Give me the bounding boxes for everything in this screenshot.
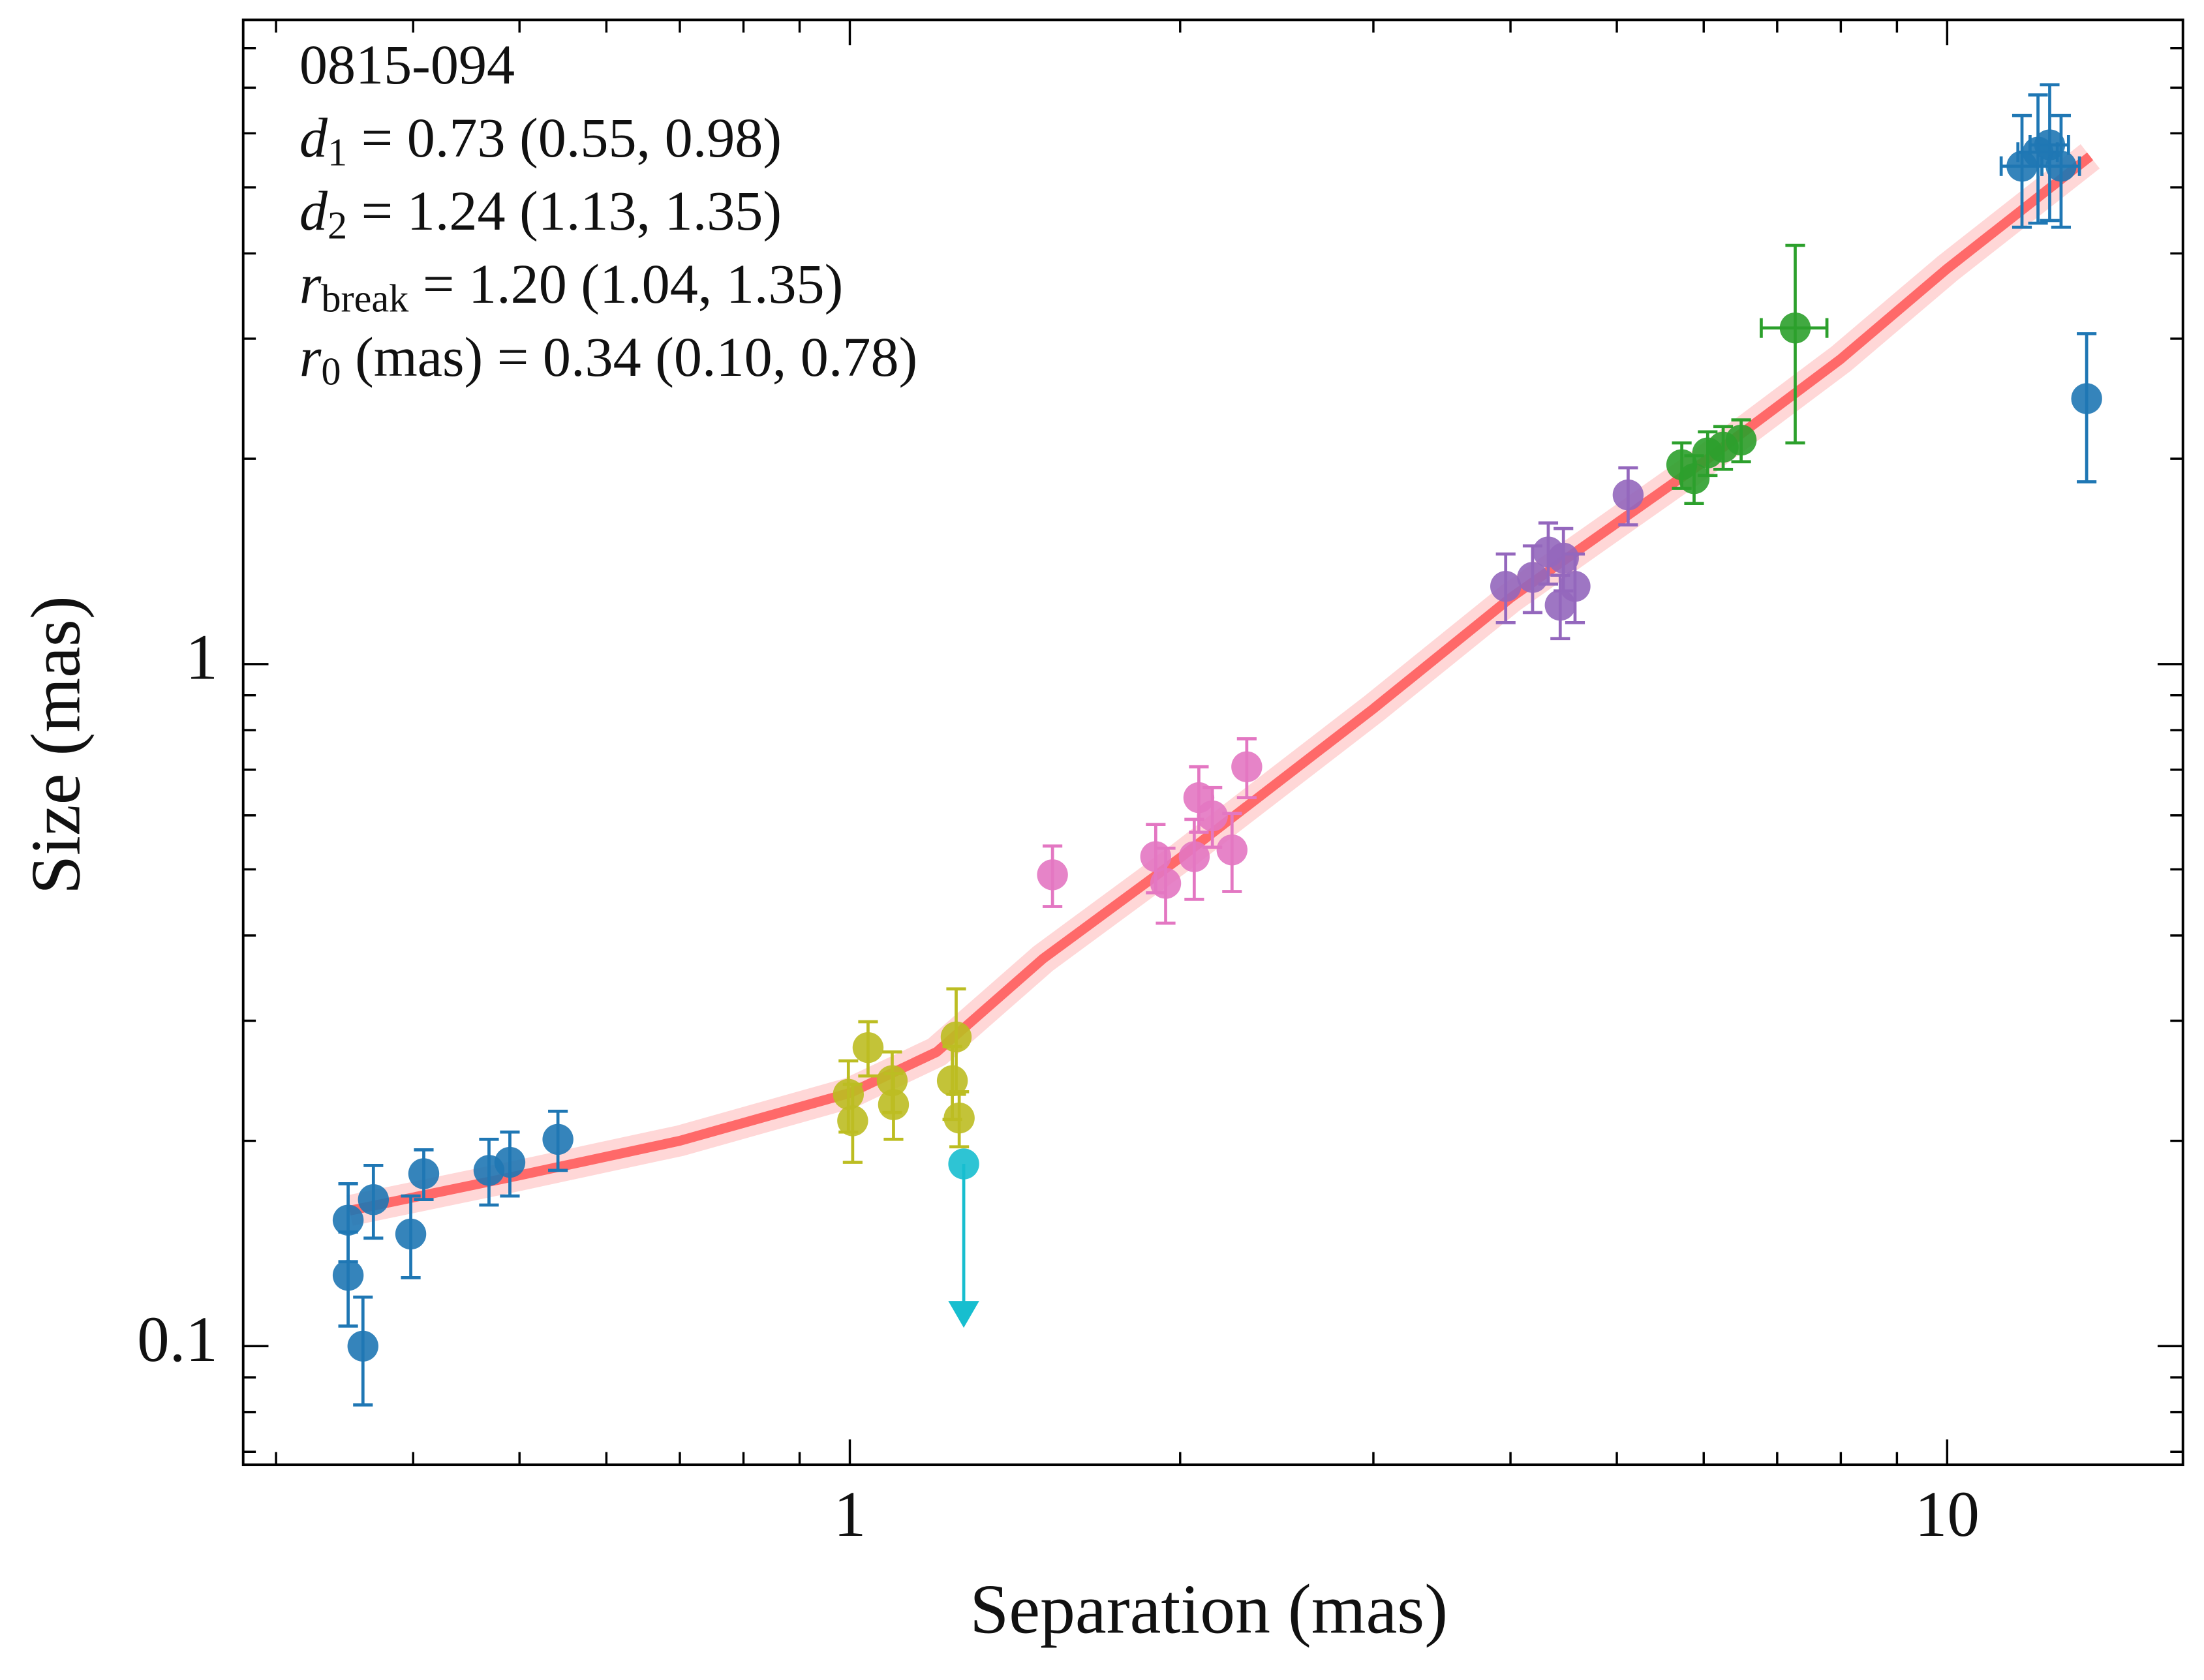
x-axis-label: Separation (mas): [970, 1570, 1448, 1648]
annotation-text: (mas) = 0.34 (0.10, 0.78): [341, 326, 918, 388]
data-point: [2071, 383, 2102, 414]
data-point: [936, 1065, 968, 1097]
data-point: [948, 1148, 979, 1180]
data-point: [852, 1031, 884, 1063]
data-point: [332, 1260, 364, 1291]
y-tick-label: 1: [185, 622, 218, 694]
data-point: [1150, 868, 1182, 899]
data-point: [542, 1123, 574, 1155]
data-point: [1490, 571, 1522, 602]
data-point: [1178, 841, 1210, 872]
data-point: [1725, 424, 1757, 456]
x-tick-label: 1: [834, 1479, 866, 1550]
data-point: [1779, 312, 1811, 344]
data-point: [878, 1089, 910, 1120]
annotation: d1 = 0.73 (0.55, 0.98): [299, 106, 782, 174]
x-tick-label: 10: [1915, 1479, 1980, 1550]
annotation-subscript: 2: [328, 204, 347, 247]
data-point: [494, 1146, 526, 1178]
data-point: [837, 1105, 868, 1137]
data-point: [833, 1078, 865, 1110]
data-point: [943, 1102, 975, 1134]
annotation-symbol: d: [299, 179, 328, 242]
annotation-text: = 0.73 (0.55, 0.98): [347, 106, 782, 169]
annotation-text: = 1.24 (1.13, 1.35): [347, 179, 782, 242]
data-point: [408, 1158, 440, 1189]
annotation-symbol: r: [299, 252, 322, 315]
annotation: d2 = 1.24 (1.13, 1.35): [299, 179, 782, 247]
data-point: [1037, 859, 1068, 891]
data-point: [395, 1218, 427, 1250]
annotation: r0 (mas) = 0.34 (0.10, 0.78): [299, 326, 917, 393]
annotation-symbol: d: [299, 106, 328, 169]
data-point: [1678, 463, 1710, 495]
data-point: [1612, 479, 1644, 511]
data-point: [1559, 571, 1591, 602]
data-point: [1197, 800, 1228, 832]
plot-frame: [241, 18, 2184, 1467]
limit-arrow: [948, 1301, 979, 1328]
data-point: [332, 1204, 364, 1236]
annotation-text: 0815-094: [299, 33, 515, 96]
data-point: [1216, 834, 1247, 866]
annotation-subscript: 0: [321, 350, 341, 393]
data-point: [2045, 151, 2077, 182]
data-point: [1548, 542, 1579, 574]
y-axis-label: Size (mas): [18, 596, 95, 894]
annotation: 0815-094: [299, 33, 515, 96]
data-point: [940, 1021, 972, 1053]
annotation: rbreak = 1.20 (1.04, 1.35): [299, 252, 843, 320]
data-point: [358, 1184, 390, 1215]
data-point: [1231, 751, 1263, 782]
annotation-subscript: break: [321, 277, 409, 320]
annotation-subscript: 1: [328, 130, 347, 174]
annotation-text: = 1.20 (1.04, 1.35): [408, 252, 843, 315]
data-point: [347, 1330, 378, 1362]
annotation-symbol: r: [299, 326, 322, 388]
y-tick-label: 0.1: [137, 1304, 218, 1375]
